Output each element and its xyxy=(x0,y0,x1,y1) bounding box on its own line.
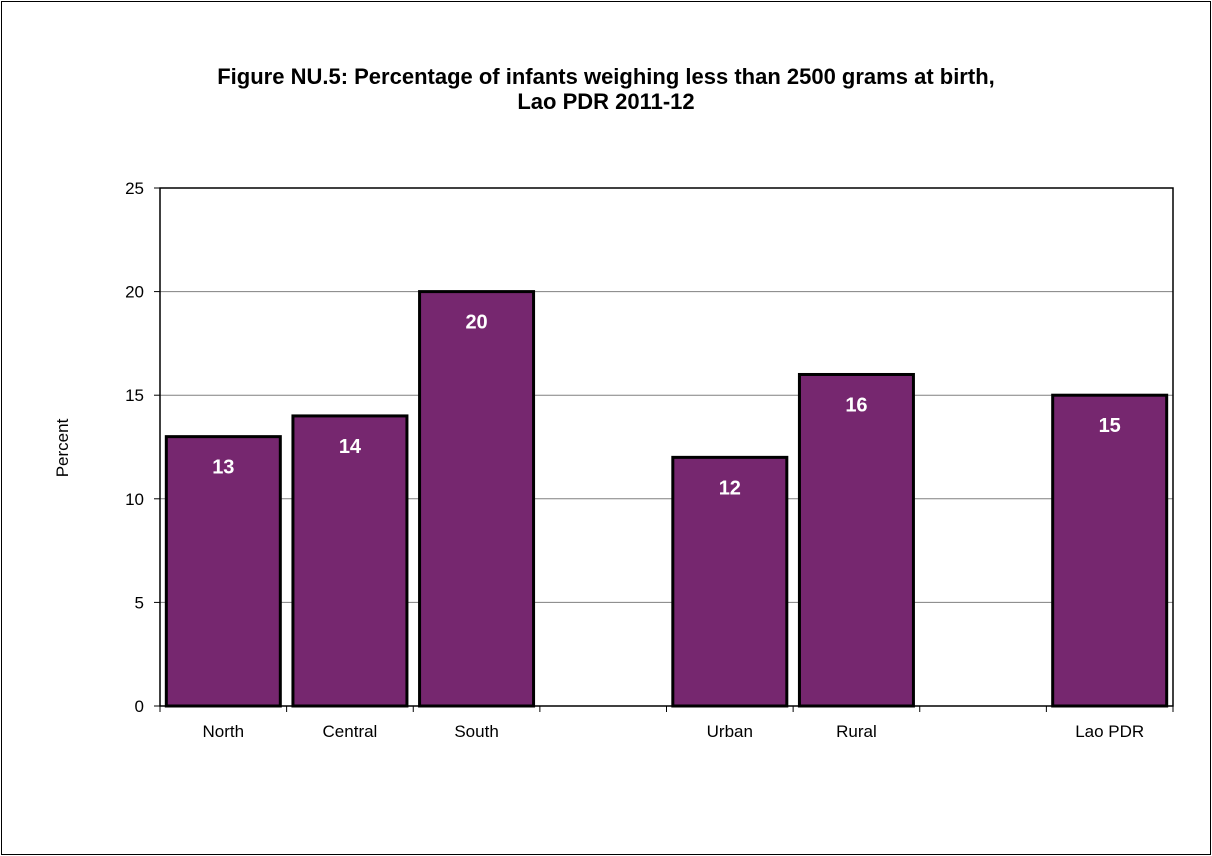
chart-title-line1: Figure NU.5: Percentage of infants weigh… xyxy=(217,64,995,89)
chart-title-line2: Lao PDR 2011-12 xyxy=(517,89,695,114)
bar-value-label: 13 xyxy=(212,457,234,479)
x-tick-label: Urban xyxy=(707,722,753,741)
bar-south xyxy=(418,290,536,708)
x-tick-label: South xyxy=(454,722,498,741)
y-tick-label: 10 xyxy=(125,490,144,509)
x-tick-label: North xyxy=(203,722,245,741)
bar-value-label: 12 xyxy=(719,477,741,499)
bar-central xyxy=(291,414,409,708)
y-tick-label: 5 xyxy=(135,593,144,612)
chart-title: Figure NU.5: Percentage of infants weigh… xyxy=(0,64,1212,114)
bar-value-label: 15 xyxy=(1099,415,1121,437)
x-tick-label: Rural xyxy=(836,722,877,741)
bar-rural xyxy=(797,372,915,708)
bars: 13 14 20 12 16 15 xyxy=(164,290,1169,708)
y-tick-label: 25 xyxy=(125,179,144,198)
x-tick-label: Lao PDR xyxy=(1075,722,1144,741)
y-tick-label: 20 xyxy=(125,283,144,302)
x-tick-label: Central xyxy=(323,722,378,741)
y-tick-label: 15 xyxy=(125,386,144,405)
y-axis-label: Percent xyxy=(53,418,72,477)
bar-value-label: 16 xyxy=(845,394,867,416)
bar-lao-pdr xyxy=(1051,393,1169,708)
bar-north xyxy=(164,435,282,708)
bar-value-label: 14 xyxy=(339,436,362,458)
axes: 0 5 10 15 20 25 North Central South Urban Rural Lao… xyxy=(125,179,1174,741)
bar-value-label: 20 xyxy=(465,312,487,334)
y-tick-label: 0 xyxy=(135,697,144,716)
